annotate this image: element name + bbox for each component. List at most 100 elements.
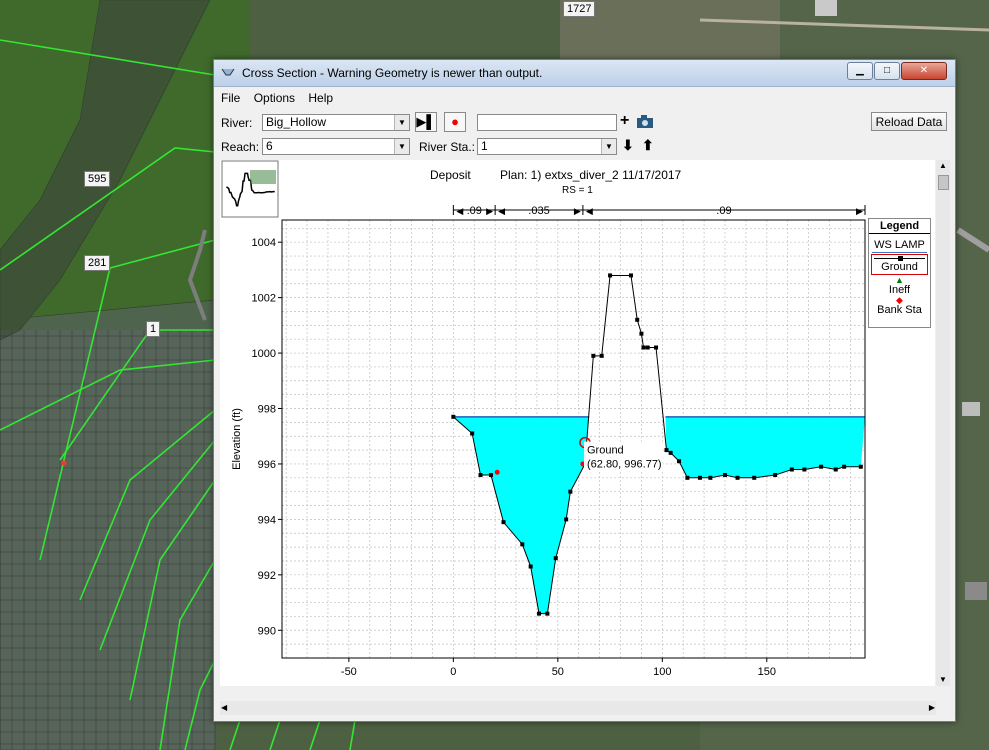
reload-data-button[interactable]: Reload Data — [871, 112, 947, 131]
ground-point — [654, 345, 659, 350]
legend: Legend WS LAMP Ground ▲ Ineff ◆ Bank Sta — [868, 218, 931, 328]
ground-line — [453, 274, 861, 615]
title-bar[interactable]: Cross Section - Warning Geometry is newe… — [214, 60, 955, 87]
thumbnail-ineff — [250, 170, 276, 184]
play-button[interactable]: ▶▌ — [415, 112, 437, 132]
ground-point — [608, 273, 613, 278]
ground-point — [528, 564, 533, 569]
ground-point — [470, 431, 475, 436]
camera-icon[interactable] — [636, 114, 654, 129]
app-icon — [221, 68, 235, 76]
water-fill-main — [453, 416, 590, 614]
ground-point — [677, 459, 682, 464]
ground-point — [545, 611, 550, 616]
ground-point — [591, 353, 596, 358]
river-label: River: — [221, 116, 253, 130]
ground-point — [789, 467, 794, 472]
y-tick-label: 998 — [258, 404, 276, 416]
y-tick-label: 996 — [258, 459, 276, 471]
river-sta-label: River Sta.: — [419, 140, 476, 154]
ground-point — [478, 473, 483, 478]
triangle-icon: ▲ — [895, 275, 904, 285]
chevron-down-icon: ▼ — [601, 139, 616, 154]
ground-point — [722, 473, 727, 478]
menu-file[interactable]: File — [221, 91, 241, 105]
ground-point — [685, 475, 690, 480]
ground-point — [635, 317, 640, 322]
ground-point — [641, 345, 646, 350]
legend-bank: ◆ Bank Sta — [869, 295, 930, 317]
legend-bank-label: Bank Sta — [877, 304, 922, 316]
ground-point — [501, 520, 506, 525]
roughness-left-arrow: ◀ — [586, 206, 593, 216]
y-tick-label: 1000 — [252, 348, 276, 360]
legend-ground-label: Ground — [881, 261, 918, 273]
x-tick-label: 150 — [758, 666, 776, 678]
scroll-up-icon[interactable]: ▲ — [939, 161, 947, 170]
river-value: Big_Hollow — [266, 115, 327, 129]
chevron-down-icon: ▼ — [394, 139, 409, 154]
map-label-1: 1 — [146, 321, 161, 337]
ground-point — [819, 464, 824, 469]
ground-point — [628, 273, 633, 278]
river-select[interactable]: Big_Hollow ▼ — [262, 114, 410, 131]
add-icon[interactable]: + — [620, 112, 630, 129]
ground-point — [553, 556, 558, 561]
tooltip-line1: Ground — [587, 445, 624, 457]
record-button[interactable]: ● — [444, 112, 466, 132]
reach-select[interactable]: 6 ▼ — [262, 138, 410, 155]
ground-point — [802, 467, 807, 472]
scroll-thumb[interactable] — [938, 175, 949, 190]
roughness-right-arrow: ▶ — [486, 206, 493, 216]
scroll-down-icon[interactable]: ▼ — [939, 675, 947, 684]
thumbnail-frame — [221, 160, 279, 218]
scroll-left-icon[interactable]: ◀ — [221, 703, 228, 712]
y-tick-label: 1004 — [252, 237, 276, 249]
legend-ineff-label: Ineff — [888, 284, 911, 296]
scroll-right-icon[interactable]: ▶ — [928, 703, 935, 712]
ground-point — [833, 467, 838, 472]
y-tick-label: 994 — [258, 514, 276, 526]
tooltip-box — [583, 441, 663, 472]
y-axis-label: Elevation (ft) — [231, 408, 243, 470]
cross-section-chart[interactable]: Deposit Plan: 1) extxs_diver_2 11/17/2017… — [220, 160, 935, 697]
horizontal-scrollbar[interactable]: ◀ ▶ — [220, 701, 936, 715]
plot-frame — [281, 219, 866, 659]
diamond-icon: ◆ — [896, 295, 903, 305]
legend-ground: Ground — [871, 254, 928, 275]
river-sta-select[interactable]: 1 ▼ — [477, 138, 617, 155]
roughness-left-arrow: ◀ — [498, 206, 505, 216]
legend-ws-label: WS LAMP — [874, 239, 925, 251]
minimize-button[interactable]: ▁ — [847, 62, 873, 80]
down-arrow-icon[interactable]: ⬇ — [622, 137, 634, 153]
roughness-right-arrow: ▶ — [574, 206, 581, 216]
close-button[interactable]: ✕ — [901, 62, 947, 80]
ground-point — [773, 473, 778, 478]
ground-point — [708, 475, 713, 480]
menu-options[interactable]: Options — [253, 91, 296, 105]
chevron-down-icon: ▼ — [394, 115, 409, 130]
legend-ws: WS LAMP — [869, 239, 930, 253]
maximize-button[interactable]: □ — [874, 62, 900, 80]
ground-point — [645, 345, 650, 350]
legend-title: Legend — [869, 219, 930, 234]
water-fill-right — [665, 416, 865, 478]
up-arrow-icon[interactable]: ⬆ — [642, 137, 654, 153]
ground-point — [752, 475, 757, 480]
ground-point — [664, 448, 669, 453]
x-tick-label: 50 — [552, 666, 564, 678]
plot-area: Deposit Plan: 1) extxs_diver_2 11/17/2017… — [220, 160, 935, 697]
roughness-right-arrow: ▶ — [856, 206, 863, 216]
menu-help[interactable]: Help — [308, 91, 334, 105]
tooltip-line2: (62.80, 996.77) — [587, 459, 662, 471]
animation-field[interactable] — [477, 114, 617, 131]
plot-header-plan: Plan: 1) extxs_diver_2 11/17/2017 — [500, 168, 682, 182]
vertical-scrollbar[interactable]: ▲ ▼ — [936, 160, 950, 686]
record-icon: ● — [451, 114, 459, 129]
x-tick-label: 100 — [653, 666, 671, 678]
ground-point — [568, 489, 573, 494]
x-tick-label: 0 — [450, 666, 456, 678]
map-label-1727: 1727 — [563, 1, 596, 17]
cross-section-window: Cross Section - Warning Geometry is newe… — [213, 59, 956, 722]
ground-point — [520, 542, 525, 547]
